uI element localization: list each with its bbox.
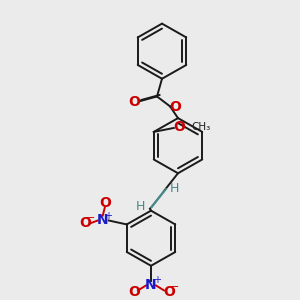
Text: N: N bbox=[97, 214, 109, 227]
Text: N: N bbox=[145, 278, 157, 292]
Text: O: O bbox=[99, 196, 111, 210]
Text: −: − bbox=[170, 282, 180, 292]
Text: O: O bbox=[79, 217, 91, 230]
Text: +: + bbox=[104, 211, 112, 220]
Text: O: O bbox=[169, 100, 181, 114]
Text: CH₃: CH₃ bbox=[192, 122, 211, 132]
Text: H: H bbox=[135, 200, 145, 213]
Text: O: O bbox=[173, 120, 185, 134]
Text: O: O bbox=[128, 95, 140, 110]
Text: O: O bbox=[128, 285, 140, 299]
Text: −: − bbox=[86, 212, 95, 223]
Text: H: H bbox=[169, 182, 179, 196]
Text: O: O bbox=[163, 285, 175, 299]
Text: +: + bbox=[153, 274, 161, 285]
